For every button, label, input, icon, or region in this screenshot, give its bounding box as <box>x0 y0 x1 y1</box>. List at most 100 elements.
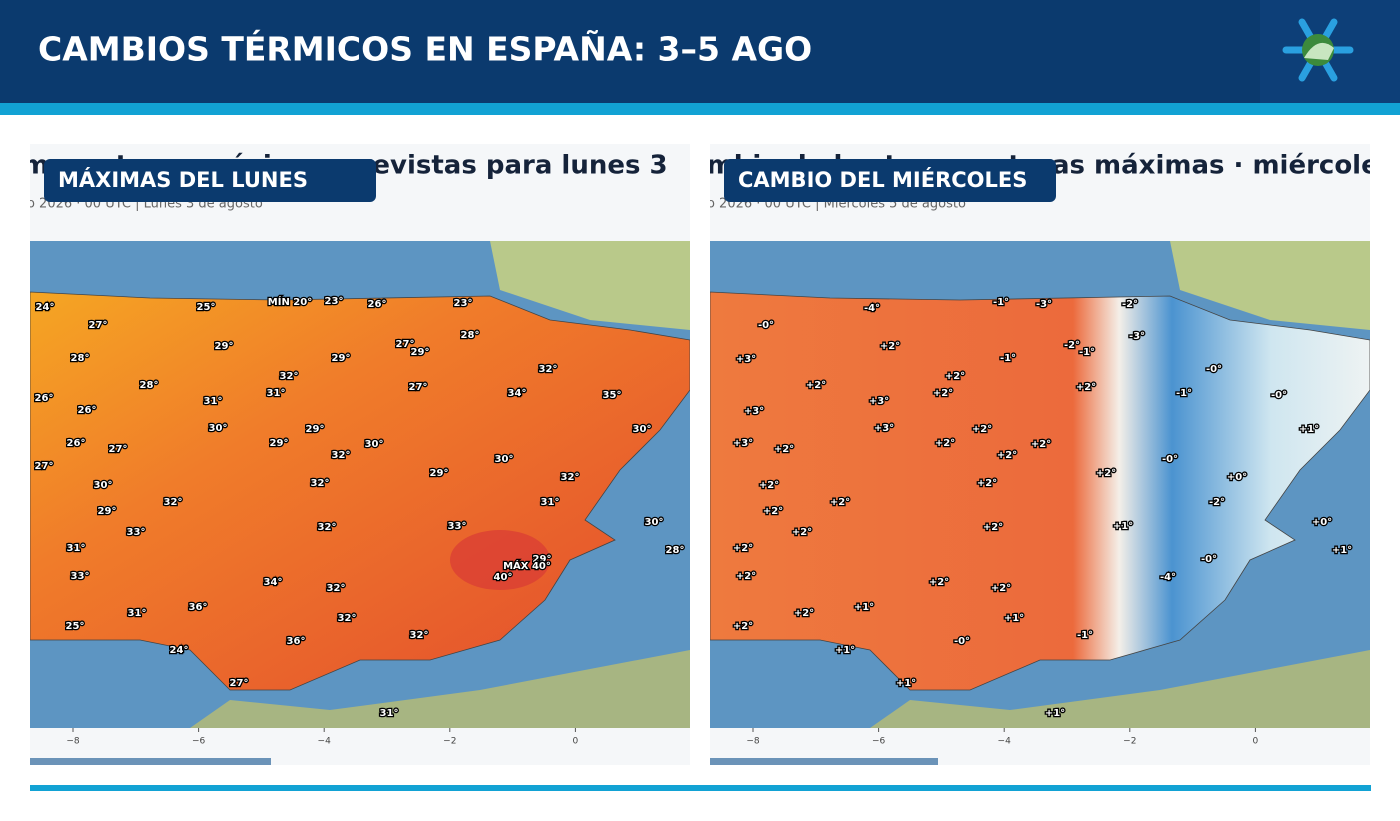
map-label: 27° <box>89 320 108 331</box>
map-label: +2° <box>792 527 812 538</box>
map-label: 27° <box>409 382 428 393</box>
map-label: +3° <box>874 423 894 434</box>
map-label: -2° <box>1064 340 1080 351</box>
map-label: 28° <box>461 330 480 341</box>
map-label: 31° <box>204 396 223 407</box>
map-label: 28° <box>71 353 90 364</box>
map-label: 32° <box>338 613 357 624</box>
map-label: -0° <box>1162 454 1178 465</box>
map-label: +2° <box>983 522 1003 533</box>
map-label: +2° <box>733 543 753 554</box>
map-label: -1° <box>1077 630 1093 641</box>
axis-strip <box>30 728 690 758</box>
map-label: 28° <box>140 380 159 391</box>
map-label: 32° <box>561 472 580 483</box>
map-label: 31° <box>128 608 147 619</box>
map-label: -2° <box>1122 299 1138 310</box>
map-label: +2° <box>929 577 949 588</box>
map-label: +2° <box>763 506 783 517</box>
map-label: 24° <box>36 302 55 313</box>
map-label: 31° <box>67 543 86 554</box>
x-tick-label: −8 <box>746 737 760 747</box>
map-label: 32° <box>318 522 337 533</box>
map-label: +3° <box>869 396 889 407</box>
map-label: 32° <box>311 478 330 489</box>
map-label: 29° <box>430 468 449 479</box>
map-label: 32° <box>410 630 429 641</box>
map-label: 29° <box>98 506 117 517</box>
map-label: 25° <box>197 302 216 313</box>
map-label: +2° <box>830 497 850 508</box>
panel-badge <box>44 159 376 202</box>
map-panel: Cambio de las temperaturas máximas · mié… <box>710 144 1370 765</box>
map-label: 33° <box>71 571 90 582</box>
axis-strip <box>710 728 1370 758</box>
x-tick-label: 0 <box>573 737 579 747</box>
map-label: +2° <box>736 571 756 582</box>
x-tick-label: −8 <box>66 737 80 747</box>
x-tick-label: −4 <box>998 737 1012 747</box>
map-label: 33° <box>448 521 467 532</box>
scrollbar <box>710 758 938 765</box>
map-label: -2° <box>1209 497 1225 508</box>
map-label: +2° <box>933 388 953 399</box>
map-label: +2° <box>997 450 1017 461</box>
x-tick-label: −2 <box>443 737 456 747</box>
map-label: 31° <box>380 708 399 719</box>
map-label: 40° <box>494 572 513 583</box>
map-label: 23° <box>325 296 344 307</box>
land-field <box>30 291 690 691</box>
map-label: 30° <box>495 454 514 465</box>
badge-text: CAMBIO DEL MIÉRCOLES <box>738 167 1027 192</box>
map-label: 29° <box>332 353 351 364</box>
france <box>1170 241 1370 330</box>
x-tick-label: −6 <box>872 737 886 747</box>
x-tick-label: −6 <box>192 737 206 747</box>
map-label: 28° <box>666 545 685 556</box>
map-label: -1° <box>1000 353 1016 364</box>
map-label: -0° <box>954 636 970 647</box>
land-field <box>710 291 1370 691</box>
map-label: 29° <box>411 347 430 358</box>
map-label: 23° <box>454 298 473 309</box>
map-label: 30° <box>645 517 664 528</box>
map-label: +2° <box>733 621 753 632</box>
map-label: +2° <box>794 608 814 619</box>
map-label: -0° <box>1201 554 1217 565</box>
map-label: +2° <box>991 583 1011 594</box>
map-label: +1° <box>835 645 855 656</box>
map-label: 33° <box>127 527 146 538</box>
map-label: 24° <box>170 645 189 656</box>
map-label: +3° <box>744 406 764 417</box>
france <box>490 241 690 330</box>
map-label: 27° <box>230 678 249 689</box>
map-label: 26° <box>67 438 86 449</box>
map-label: 30° <box>209 423 228 434</box>
panel-badge <box>724 159 1056 202</box>
map-label: 26° <box>368 299 387 310</box>
map-label: 26° <box>35 393 54 404</box>
map-label: 30° <box>633 424 652 435</box>
map-label: -4° <box>864 303 880 314</box>
x-tick-label: 0 <box>1253 737 1259 747</box>
map-label: -3° <box>1129 331 1145 342</box>
map-label: 29° <box>215 341 234 352</box>
map-label: +2° <box>1076 382 1096 393</box>
map-label: +2° <box>759 480 779 491</box>
scrollbar <box>30 758 271 765</box>
header-bar <box>0 0 1400 103</box>
map-label: -0° <box>1271 390 1287 401</box>
map-label: 32° <box>332 450 351 461</box>
map-label: 25° <box>66 621 85 632</box>
map-label: 27° <box>396 339 415 350</box>
footer-stripe <box>30 785 1371 791</box>
map-label: +1° <box>1299 424 1319 435</box>
map-label: +2° <box>880 341 900 352</box>
map-label: MÁX 40° <box>503 559 551 572</box>
map-label: -1° <box>993 297 1009 308</box>
africa <box>190 650 690 728</box>
map-label: +2° <box>774 444 794 455</box>
map-label: +2° <box>935 438 955 449</box>
map-label: 29° <box>306 424 325 435</box>
